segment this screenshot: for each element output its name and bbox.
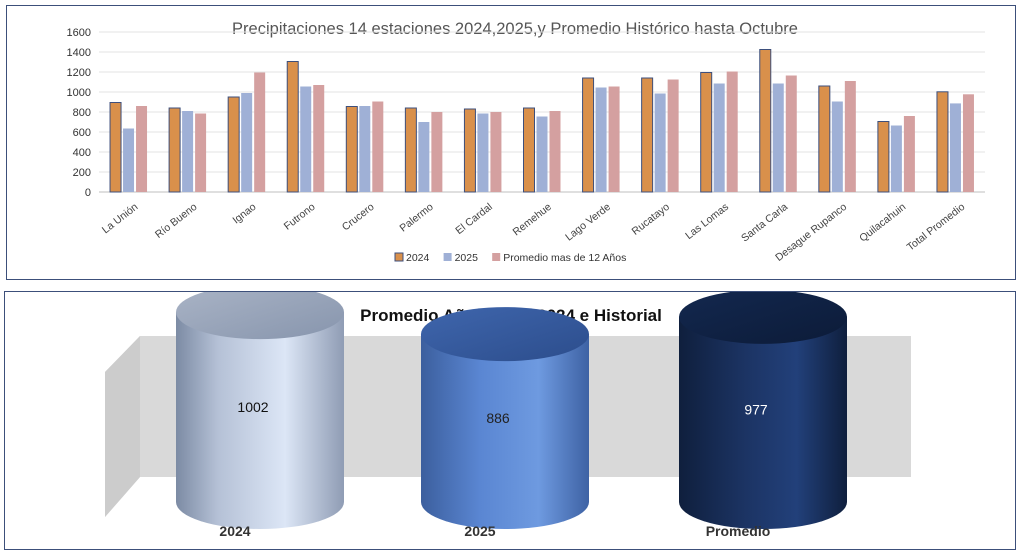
bar-2025-2 bbox=[182, 111, 194, 192]
cylinder-value-label: 1002 bbox=[237, 399, 268, 415]
bar-chart-title: Precipitaciones 14 estaciones 2024,2025,… bbox=[232, 20, 798, 38]
bar-2025-4 bbox=[300, 86, 312, 192]
x-tick-label: Río Bueno bbox=[153, 201, 200, 241]
y-tick-label: 1200 bbox=[67, 67, 91, 79]
bar-2024-2 bbox=[168, 107, 181, 193]
x-tick-label: Remehue bbox=[511, 201, 554, 239]
bar-promedio-mas-de-12-a-os-3 bbox=[254, 72, 266, 192]
bar-promedio-mas-de-12-a-os-12 bbox=[785, 75, 797, 192]
cylinder-body-1 bbox=[176, 312, 344, 529]
bar-2024-15 bbox=[936, 91, 949, 193]
bar-2024-7 bbox=[463, 108, 476, 193]
bar-2024-11 bbox=[700, 72, 713, 193]
bar-promedio-mas-de-12-a-os-6 bbox=[431, 112, 443, 192]
y-tick-label: 200 bbox=[73, 167, 91, 179]
precipitation-bar-chart-panel: Precipitaciones 14 estaciones 2024,2025,… bbox=[6, 5, 1016, 280]
bar-promedio-mas-de-12-a-os-9 bbox=[608, 86, 620, 192]
bar-2025-15 bbox=[949, 103, 961, 192]
legend-swatch bbox=[492, 253, 501, 261]
cylinder-top-3 bbox=[679, 292, 847, 344]
x-tick-label: Santa Carla bbox=[739, 201, 790, 245]
x-tick-label: La Unión bbox=[100, 201, 141, 236]
bar-2024-8 bbox=[523, 107, 535, 193]
bar-2025-10 bbox=[654, 93, 666, 192]
bar-2025-1 bbox=[123, 128, 135, 192]
y-tick-label: 1000 bbox=[67, 87, 91, 99]
cylinder-top-1 bbox=[176, 292, 344, 340]
bar-2025-14 bbox=[890, 125, 902, 192]
bar-2025-6 bbox=[418, 122, 430, 192]
x-tick-label: Crucero bbox=[340, 201, 377, 234]
bar-2024-9 bbox=[582, 77, 595, 193]
bar-chart: Precipitaciones 14 estaciones 2024,2025,… bbox=[67, 20, 985, 264]
cylinder-body-2 bbox=[421, 334, 589, 529]
y-tick-label: 1400 bbox=[67, 47, 91, 59]
x-tick-label: El Cardal bbox=[453, 201, 494, 237]
bar-2024-13 bbox=[818, 85, 831, 193]
bar-promedio-mas-de-12-a-os-10 bbox=[667, 79, 679, 192]
bar-promedio-mas-de-12-a-os-8 bbox=[549, 111, 561, 192]
cylinder-value-label: 977 bbox=[744, 401, 768, 417]
y-tick-label: 0 bbox=[85, 187, 91, 199]
bar-promedio-mas-de-12-a-os-13 bbox=[844, 81, 856, 192]
cylinder-category-label: 2025 bbox=[464, 523, 495, 539]
x-tick-label: Palermo bbox=[398, 201, 436, 235]
bar-2024-12 bbox=[759, 49, 772, 193]
bar-2025-3 bbox=[241, 93, 253, 192]
bar-promedio-mas-de-12-a-os-4 bbox=[313, 85, 325, 192]
averages-cylinder-chart-panel: Promedio Años 2023, 2024 e Historial 100… bbox=[4, 291, 1016, 550]
bar-2025-11 bbox=[713, 83, 725, 192]
bar-2025-5 bbox=[359, 106, 371, 192]
legend-label: Promedio mas de 12 Años bbox=[503, 252, 626, 264]
cylinder-body-3 bbox=[679, 316, 847, 529]
bar-2024-5 bbox=[345, 106, 358, 193]
x-tick-label: Las Lomas bbox=[683, 201, 731, 242]
y-tick-label: 600 bbox=[73, 127, 91, 139]
bar-2025-8 bbox=[536, 116, 548, 192]
bar-2024-6 bbox=[404, 107, 417, 193]
cylinder-top-2 bbox=[421, 307, 589, 362]
bar-promedio-mas-de-12-a-os-11 bbox=[726, 71, 738, 192]
y-tick-label: 1600 bbox=[67, 27, 91, 39]
cylinder-value-label: 886 bbox=[486, 410, 510, 426]
y-tick-label: 800 bbox=[73, 107, 91, 119]
bar-promedio-mas-de-12-a-os-2 bbox=[195, 113, 207, 192]
x-tick-label: Ignao bbox=[230, 201, 258, 227]
chart-side-wall bbox=[105, 336, 140, 517]
bar-promedio-mas-de-12-a-os-1 bbox=[136, 106, 148, 192]
legend-swatch bbox=[443, 253, 452, 261]
bar-2024-14 bbox=[877, 121, 890, 193]
bar-2024-10 bbox=[641, 77, 654, 193]
y-tick-label: 400 bbox=[73, 147, 91, 159]
bar-2025-9 bbox=[595, 87, 607, 192]
x-tick-label: Total Promedio bbox=[905, 201, 968, 254]
bar-promedio-mas-de-12-a-os-5 bbox=[372, 101, 384, 192]
legend-label: 2024 bbox=[406, 252, 430, 264]
cylinder-category-label: Promedio bbox=[706, 523, 771, 539]
bar-2024-3 bbox=[227, 96, 240, 193]
cylinder-chart: Promedio Años 2023, 2024 e Historial 100… bbox=[105, 292, 911, 539]
bar-2025-13 bbox=[831, 101, 843, 192]
legend-swatch bbox=[394, 252, 404, 262]
bar-2025-7 bbox=[477, 113, 489, 192]
bar-2024-1 bbox=[109, 102, 122, 193]
bar-promedio-mas-de-12-a-os-7 bbox=[490, 112, 502, 192]
legend-label: 2025 bbox=[455, 252, 479, 264]
x-tick-label: Quilacahuin bbox=[857, 201, 908, 245]
bar-2025-12 bbox=[772, 83, 784, 192]
x-tick-label: Futrono bbox=[282, 201, 318, 233]
x-tick-label: Lago Verde bbox=[563, 201, 613, 244]
bar-promedio-mas-de-12-a-os-14 bbox=[903, 116, 915, 192]
bar-promedio-mas-de-12-a-os-15 bbox=[962, 94, 974, 192]
cylinder-category-label: 2024 bbox=[219, 523, 250, 539]
x-tick-label: Rucatayo bbox=[630, 201, 672, 238]
bar-2024-4 bbox=[286, 61, 299, 193]
